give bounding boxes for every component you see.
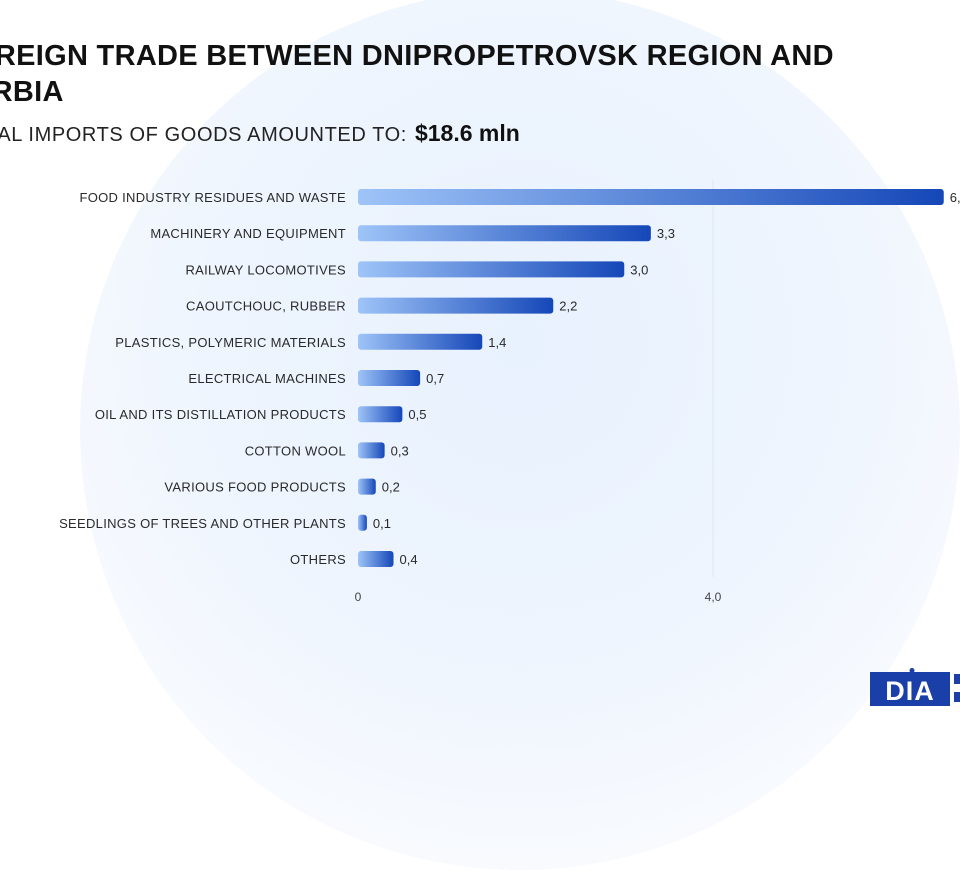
bar (358, 261, 625, 278)
dia-logo-mark-bottom (954, 692, 960, 702)
bar (358, 551, 394, 567)
value-label: 0,1 (373, 516, 391, 531)
category-label: OIL AND ITS DISTILLATION PRODUCTS (95, 407, 346, 422)
value-label: 0,4 (400, 552, 418, 567)
bar (358, 297, 554, 314)
value-label: 6,6 (950, 190, 960, 205)
category-label: SEEDLINGS OF TREES AND OTHER PLANTS (59, 516, 346, 531)
x-tick-label: 0 (355, 590, 362, 604)
dia-logo-dot (909, 668, 915, 673)
bar (358, 189, 944, 205)
value-label: 0,7 (426, 371, 444, 386)
dia-logo-mark-top (954, 674, 960, 684)
bar (358, 406, 403, 423)
value-label: 2,2 (559, 299, 577, 314)
value-label: 3,3 (657, 226, 675, 241)
category-label: MACHINERY AND EQUIPMENT (150, 226, 346, 241)
value-label: 0,5 (408, 407, 426, 422)
value-label: 1,4 (488, 335, 506, 350)
value-label: 0,3 (391, 443, 409, 458)
value-label: 3,0 (630, 262, 648, 277)
category-label: FOOD INDUSTRY RESIDUES AND WASTE (79, 190, 346, 205)
bar (358, 478, 376, 495)
category-label: VARIOUS FOOD PRODUCTS (164, 480, 346, 495)
bar (358, 333, 483, 350)
bar (358, 442, 385, 459)
category-label: COTTON WOOL (245, 443, 346, 458)
value-label: 0,2 (382, 480, 400, 495)
chart-title: OREIGN TRADE BETWEEN DNIPROPETROVSK REGI… (0, 40, 834, 108)
x-tick-label: 4,0 (705, 590, 722, 604)
category-label: OTHERS (290, 552, 346, 567)
category-label: CAOUTCHOUC, RUBBER (186, 299, 346, 314)
bar (358, 370, 421, 386)
subtitle-row: TAL IMPORTS OF GOODS AMOUNTED TO: $18.6 m… (0, 120, 520, 147)
category-label: ELECTRICAL MACHINES (188, 371, 346, 386)
total-imports-value: $18.6 mln (414, 120, 520, 146)
subtitle-text: TAL IMPORTS OF GOODS AMOUNTED TO: (0, 124, 407, 146)
dia-logo: DIA (870, 668, 960, 706)
dia-logo-text: DIA (885, 676, 935, 706)
bar (358, 514, 367, 531)
bar (358, 225, 651, 242)
bar-chart: 0 4,0 FOOD INDUSTRY RESIDUES AND WASTE 6,6 M… (59, 180, 960, 604)
category-label: RAILWAY LOCOMOTIVES (185, 262, 346, 277)
category-label: PLASTICS, POLYMERIC MATERIALS (115, 335, 346, 350)
dia-logo-box (870, 672, 950, 706)
